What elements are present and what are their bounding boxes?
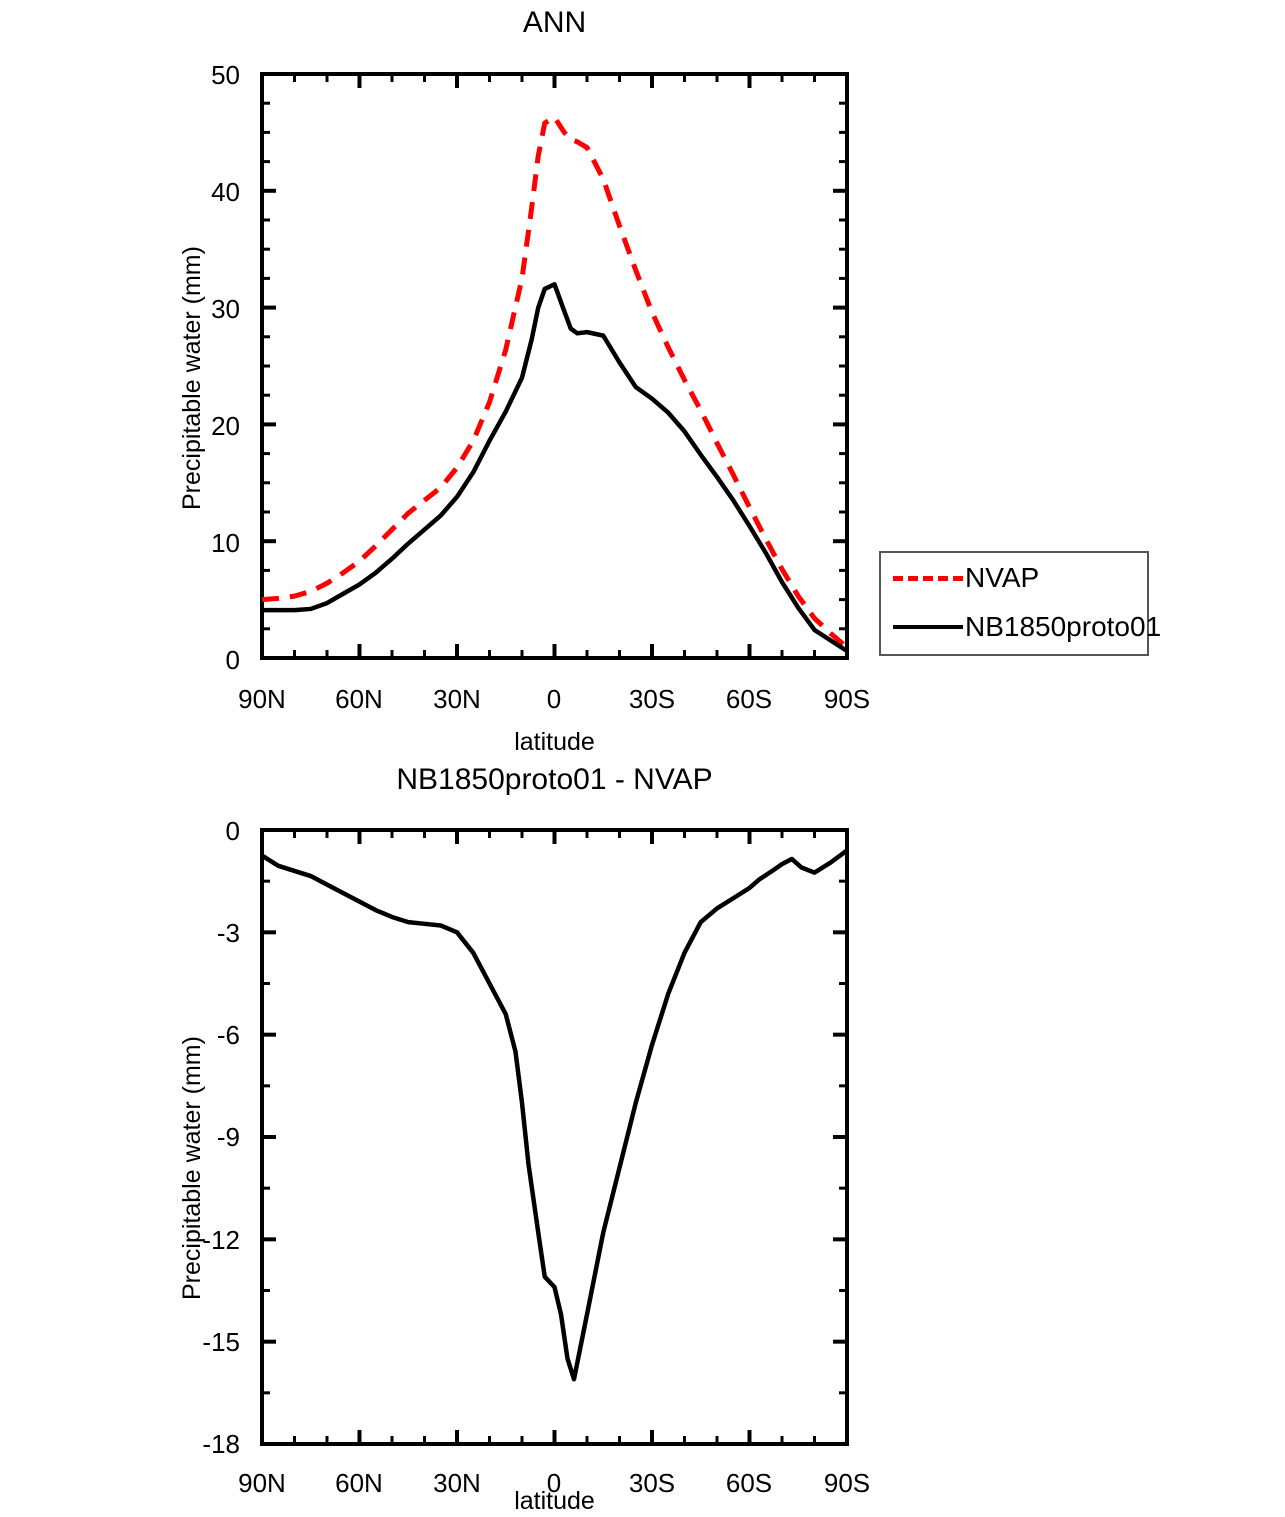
top-panel: ANN Precipitable water (mm) latitude 50 … bbox=[178, 6, 1161, 756]
top-x-tick-30N: 30N bbox=[433, 684, 481, 714]
bottom-x-tick-60N: 60N bbox=[335, 1468, 383, 1498]
bottom-y-tick-m6: -6 bbox=[216, 1020, 240, 1050]
top-y-tick-0: 0 bbox=[225, 645, 240, 675]
top-panel-x-axis-title: latitude bbox=[514, 728, 595, 756]
bottom-y-tick-0: 0 bbox=[225, 816, 240, 846]
bottom-panel-ticks bbox=[260, 828, 849, 1446]
bottom-x-tick-60S: 60S bbox=[725, 1468, 773, 1498]
top-panel-title: ANN bbox=[522, 6, 587, 39]
bottom-panel-axes bbox=[260, 828, 849, 1446]
top-y-tick-10: 10 bbox=[211, 528, 240, 558]
bottom-y-tick-m18: -18 bbox=[202, 1429, 240, 1459]
bottom-y-tick-m15: -15 bbox=[202, 1327, 240, 1357]
top-x-tick-60N: 60N bbox=[335, 684, 383, 714]
top-x-tick-30S: 30S bbox=[628, 684, 676, 714]
bottom-panel-title: NB1850proto01 - NVAP bbox=[396, 763, 713, 796]
series-line-nb1850proto01 bbox=[262, 281, 849, 653]
top-y-tick-30: 30 bbox=[211, 294, 240, 324]
top-panel-plot bbox=[260, 72, 849, 660]
bottom-x-tick-30S: 30S bbox=[628, 1468, 676, 1498]
bottom-y-tick-m12: -12 bbox=[202, 1225, 240, 1255]
legend-label-nb1850proto01: NB1850proto01 bbox=[965, 611, 1162, 642]
series-line-difference bbox=[260, 848, 849, 1382]
bottom-y-tick-m9: -9 bbox=[216, 1122, 240, 1152]
bottom-x-tick-0: 0 bbox=[546, 1468, 562, 1498]
legend-swatch-nvap-icon bbox=[893, 575, 963, 581]
bottom-panel-x-axis-title: latitude bbox=[514, 1487, 595, 1515]
series-line-nvap bbox=[261, 114, 849, 650]
top-x-tick-90S: 90S bbox=[823, 684, 871, 714]
bottom-x-tick-90S: 90S bbox=[823, 1468, 871, 1498]
top-x-tick-90N: 90N bbox=[238, 684, 286, 714]
bottom-x-tick-30N: 30N bbox=[433, 1468, 481, 1498]
bottom-panel-plot bbox=[260, 828, 849, 1446]
legend-entry-nvap: NVAP bbox=[893, 561, 1039, 595]
top-y-tick-50: 50 bbox=[211, 60, 240, 90]
legend: NVAP NB1850proto01 bbox=[879, 551, 1161, 656]
top-panel-series bbox=[261, 114, 849, 653]
top-panel-ticks bbox=[260, 72, 849, 660]
top-y-tick-40: 40 bbox=[211, 177, 240, 207]
bottom-panel: NB1850proto01 - NVAP Precipitable water … bbox=[0, 760, 1285, 1517]
bottom-panel-series bbox=[260, 848, 849, 1382]
bottom-y-tick-m3: -3 bbox=[216, 918, 240, 948]
legend-label-nvap: NVAP bbox=[965, 562, 1040, 593]
legend-entry-nb1850proto01: NB1850proto01 bbox=[893, 610, 1161, 644]
top-x-tick-60S: 60S bbox=[725, 684, 773, 714]
bottom-x-tick-90N: 90N bbox=[238, 1468, 286, 1498]
legend-swatch-nb1850proto01-icon bbox=[893, 625, 963, 629]
top-x-tick-0: 0 bbox=[546, 684, 562, 714]
top-y-tick-20: 20 bbox=[211, 411, 240, 441]
